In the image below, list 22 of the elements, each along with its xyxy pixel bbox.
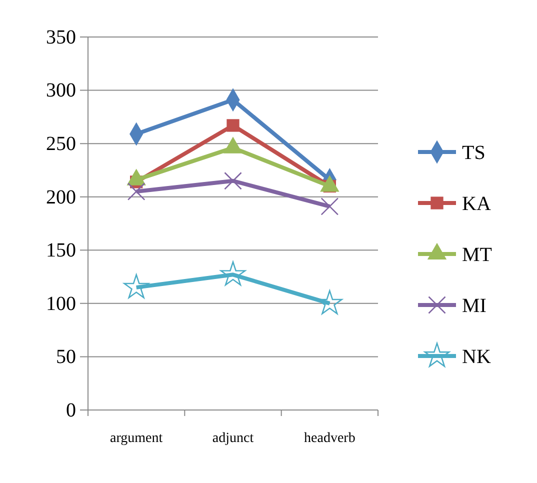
- y-tick-label: 150: [46, 240, 76, 262]
- legend-label: MT: [462, 244, 492, 266]
- y-tick-label: 350: [46, 26, 76, 48]
- legend-label: KA: [462, 193, 492, 215]
- x-tick-label: headverb: [304, 430, 356, 446]
- x-tick-label: argument: [110, 430, 163, 446]
- y-tick-label: 250: [46, 132, 76, 155]
- point: [224, 172, 242, 190]
- x-tick-label: adjunct: [212, 430, 254, 446]
- point: [127, 182, 146, 200]
- legend-label: NK: [462, 346, 492, 368]
- point: [220, 261, 246, 286]
- legend-label: TS: [462, 142, 486, 164]
- point: [226, 119, 240, 132]
- legend-label: MI: [462, 295, 486, 317]
- y-tick-label: 0: [66, 399, 76, 422]
- y-tick-label: 200: [46, 186, 76, 208]
- point: [124, 274, 150, 298]
- y-tick-label: 50: [56, 346, 76, 368]
- y-tick-label: 300: [46, 80, 76, 102]
- point: [320, 198, 339, 216]
- y-tick-label: 100: [46, 292, 76, 315]
